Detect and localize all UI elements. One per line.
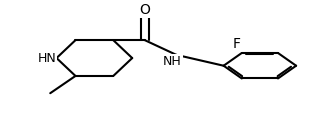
Text: HN: HN (38, 52, 57, 65)
Text: NH: NH (163, 55, 182, 68)
Text: O: O (139, 3, 150, 17)
Text: F: F (233, 37, 241, 51)
